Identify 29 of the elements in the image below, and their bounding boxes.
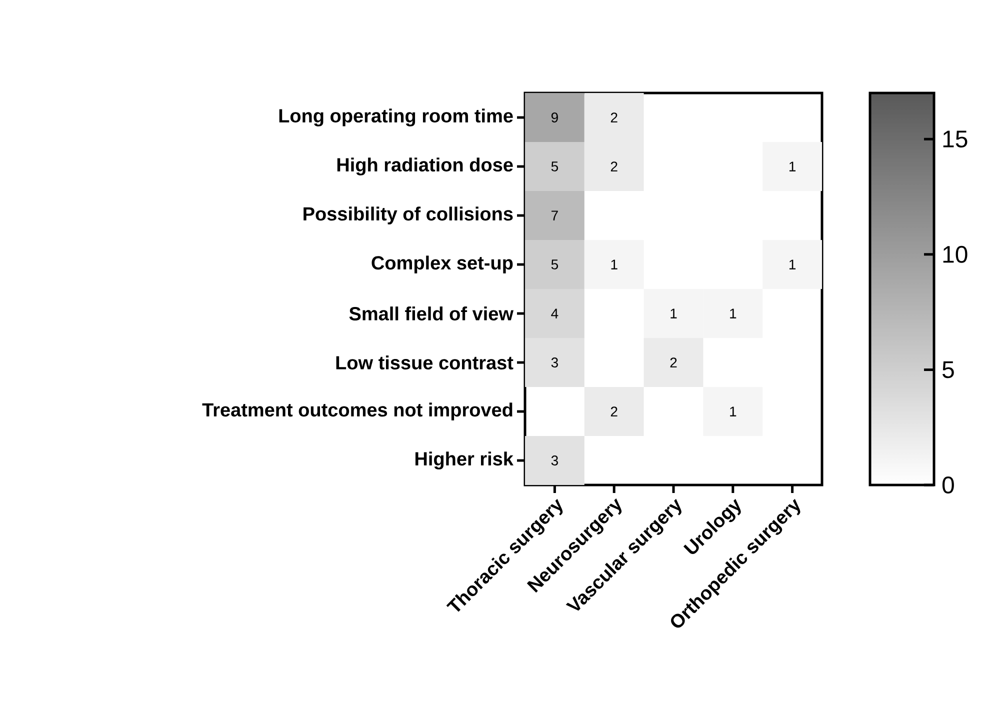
color-bar-label: 10 [943, 246, 968, 263]
y-tick-label: Long operating room time [279, 108, 513, 126]
y-tick-label: Low tissue contrast [336, 356, 514, 370]
data-label: 5 [551, 260, 558, 270]
data-label: 1 [730, 308, 736, 318]
data-label: 2 [610, 112, 618, 122]
data-label: 2 [610, 162, 618, 172]
y-tick-label: Small field of view [349, 306, 514, 320]
data-label: 3 [551, 456, 558, 466]
data-label: 2 [610, 406, 618, 416]
data-label: 1 [611, 260, 618, 270]
data-label: 4 [551, 308, 558, 318]
y-tick-label: Treatment outcomes not improved [202, 402, 512, 420]
y-tick-label: Complex set-up [372, 256, 513, 274]
data-label: 1 [789, 162, 796, 172]
data-label: 2 [670, 358, 677, 368]
data-label: 9 [551, 112, 558, 122]
data-label: 1 [670, 308, 677, 318]
color-bar-label: 5 [942, 361, 954, 378]
y-tick-label: Higher risk [415, 452, 514, 470]
color-bar-label: 15 [943, 130, 968, 148]
data-label: 5 [551, 162, 558, 172]
y-tick-label: Possibility of collisions [304, 206, 513, 224]
y-tick-label: High radiation dose [337, 158, 513, 176]
color-bar-label: 0 [942, 476, 954, 494]
data-label: 3 [551, 358, 558, 368]
data-label: 7 [552, 210, 558, 220]
data-label: 1 [730, 406, 736, 416]
data-label: 1 [789, 260, 796, 270]
